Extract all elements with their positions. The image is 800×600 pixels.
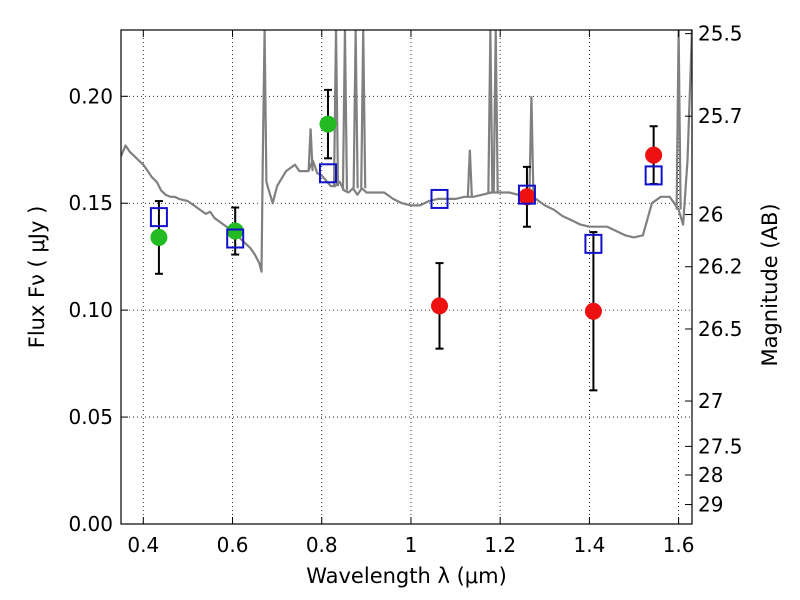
x-tick-label: 0.8 <box>306 533 338 557</box>
emission-line <box>360 30 367 189</box>
x-tick-label: 1.2 <box>484 533 516 557</box>
y-tick-label: 0.15 <box>68 191 113 215</box>
right-tick-label: 28 <box>698 463 723 487</box>
y-tick-label: 0.00 <box>68 512 113 536</box>
emission-line <box>487 30 494 193</box>
x-tick-label: 1.6 <box>663 533 695 557</box>
data-point <box>584 302 602 320</box>
right-tick-label: 26.2 <box>698 255 743 279</box>
right-tick-label: 26.5 <box>698 317 743 341</box>
right-tick-label: 27 <box>698 389 723 413</box>
right-tick-label: 29 <box>698 493 723 517</box>
grid <box>121 30 692 524</box>
model-square <box>430 188 449 209</box>
model-square <box>644 165 663 186</box>
emission-line <box>528 96 535 195</box>
data-point <box>150 228 168 246</box>
emission-line <box>352 30 359 189</box>
model-square <box>584 233 603 254</box>
x-tick-label: 0.4 <box>127 533 159 557</box>
model-square <box>149 207 168 228</box>
right-axis-label: Magnitude (AB) <box>758 203 782 366</box>
model-square <box>318 163 337 184</box>
right-tick-label: 27.5 <box>698 434 743 458</box>
emission-line <box>307 128 314 172</box>
x-tick-label: 1.4 <box>573 533 605 557</box>
model-square <box>517 184 536 205</box>
right-tick-label: 26 <box>698 203 723 227</box>
photometry-points <box>149 88 663 392</box>
model-square <box>226 228 245 249</box>
data-point <box>319 115 337 133</box>
data-point <box>645 146 663 164</box>
x-tick-label: 0.6 <box>217 533 249 557</box>
model-spectrum <box>121 30 692 273</box>
data-point <box>226 222 244 240</box>
data-point <box>518 188 536 206</box>
y-axis-label: Flux Fν ( μJy ) <box>25 206 49 349</box>
axis-ticks: 0.4 0.6 0.8 1 1.2 1.4 1.6 0.00 0.05 0.10 0.15 0.20 2… <box>68 22 742 557</box>
right-tick-label: 25.5 <box>698 22 743 46</box>
spectrum-line <box>121 30 692 273</box>
emission-line <box>492 30 499 193</box>
y-tick-label: 0.20 <box>68 84 113 108</box>
emission-line <box>332 30 340 187</box>
plot-frame <box>120 29 693 525</box>
y-tick-label: 0.05 <box>68 405 113 429</box>
data-point <box>431 297 449 315</box>
y-tick-label: 0.10 <box>68 298 113 322</box>
emission-line <box>341 30 349 191</box>
x-tick-label: 1 <box>405 533 418 557</box>
right-tick-label: 25.7 <box>698 104 743 128</box>
emission-line <box>675 30 682 210</box>
x-axis-label: Wavelength λ (μm) <box>306 564 507 588</box>
emission-line <box>466 149 473 197</box>
